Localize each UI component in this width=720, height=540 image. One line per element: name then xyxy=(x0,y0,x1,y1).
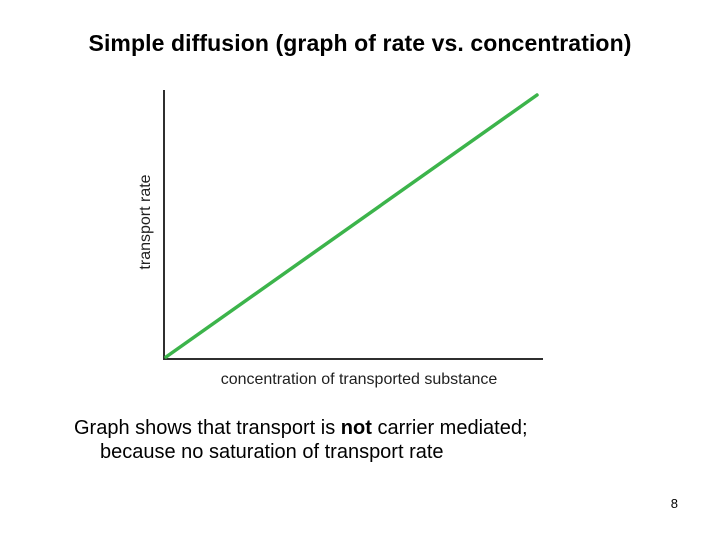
caption-bold: not xyxy=(340,417,372,439)
page-number: 8 xyxy=(670,496,678,511)
caption-text-2: carrier mediated; xyxy=(371,417,528,439)
plot-area xyxy=(163,90,543,360)
caption-line-2: because no saturation of transport rate xyxy=(100,441,444,463)
slide-title: Simple diffusion (graph of rate vs. conc… xyxy=(88,30,632,56)
caption: Graph shows that transport is not carrie… xyxy=(74,416,694,464)
y-axis-label: transport rate xyxy=(137,174,154,269)
x-axis-label: concentration of transported substance xyxy=(221,371,498,388)
caption-text-1: Graph shows that transport is xyxy=(74,417,341,439)
series-line xyxy=(164,93,539,359)
